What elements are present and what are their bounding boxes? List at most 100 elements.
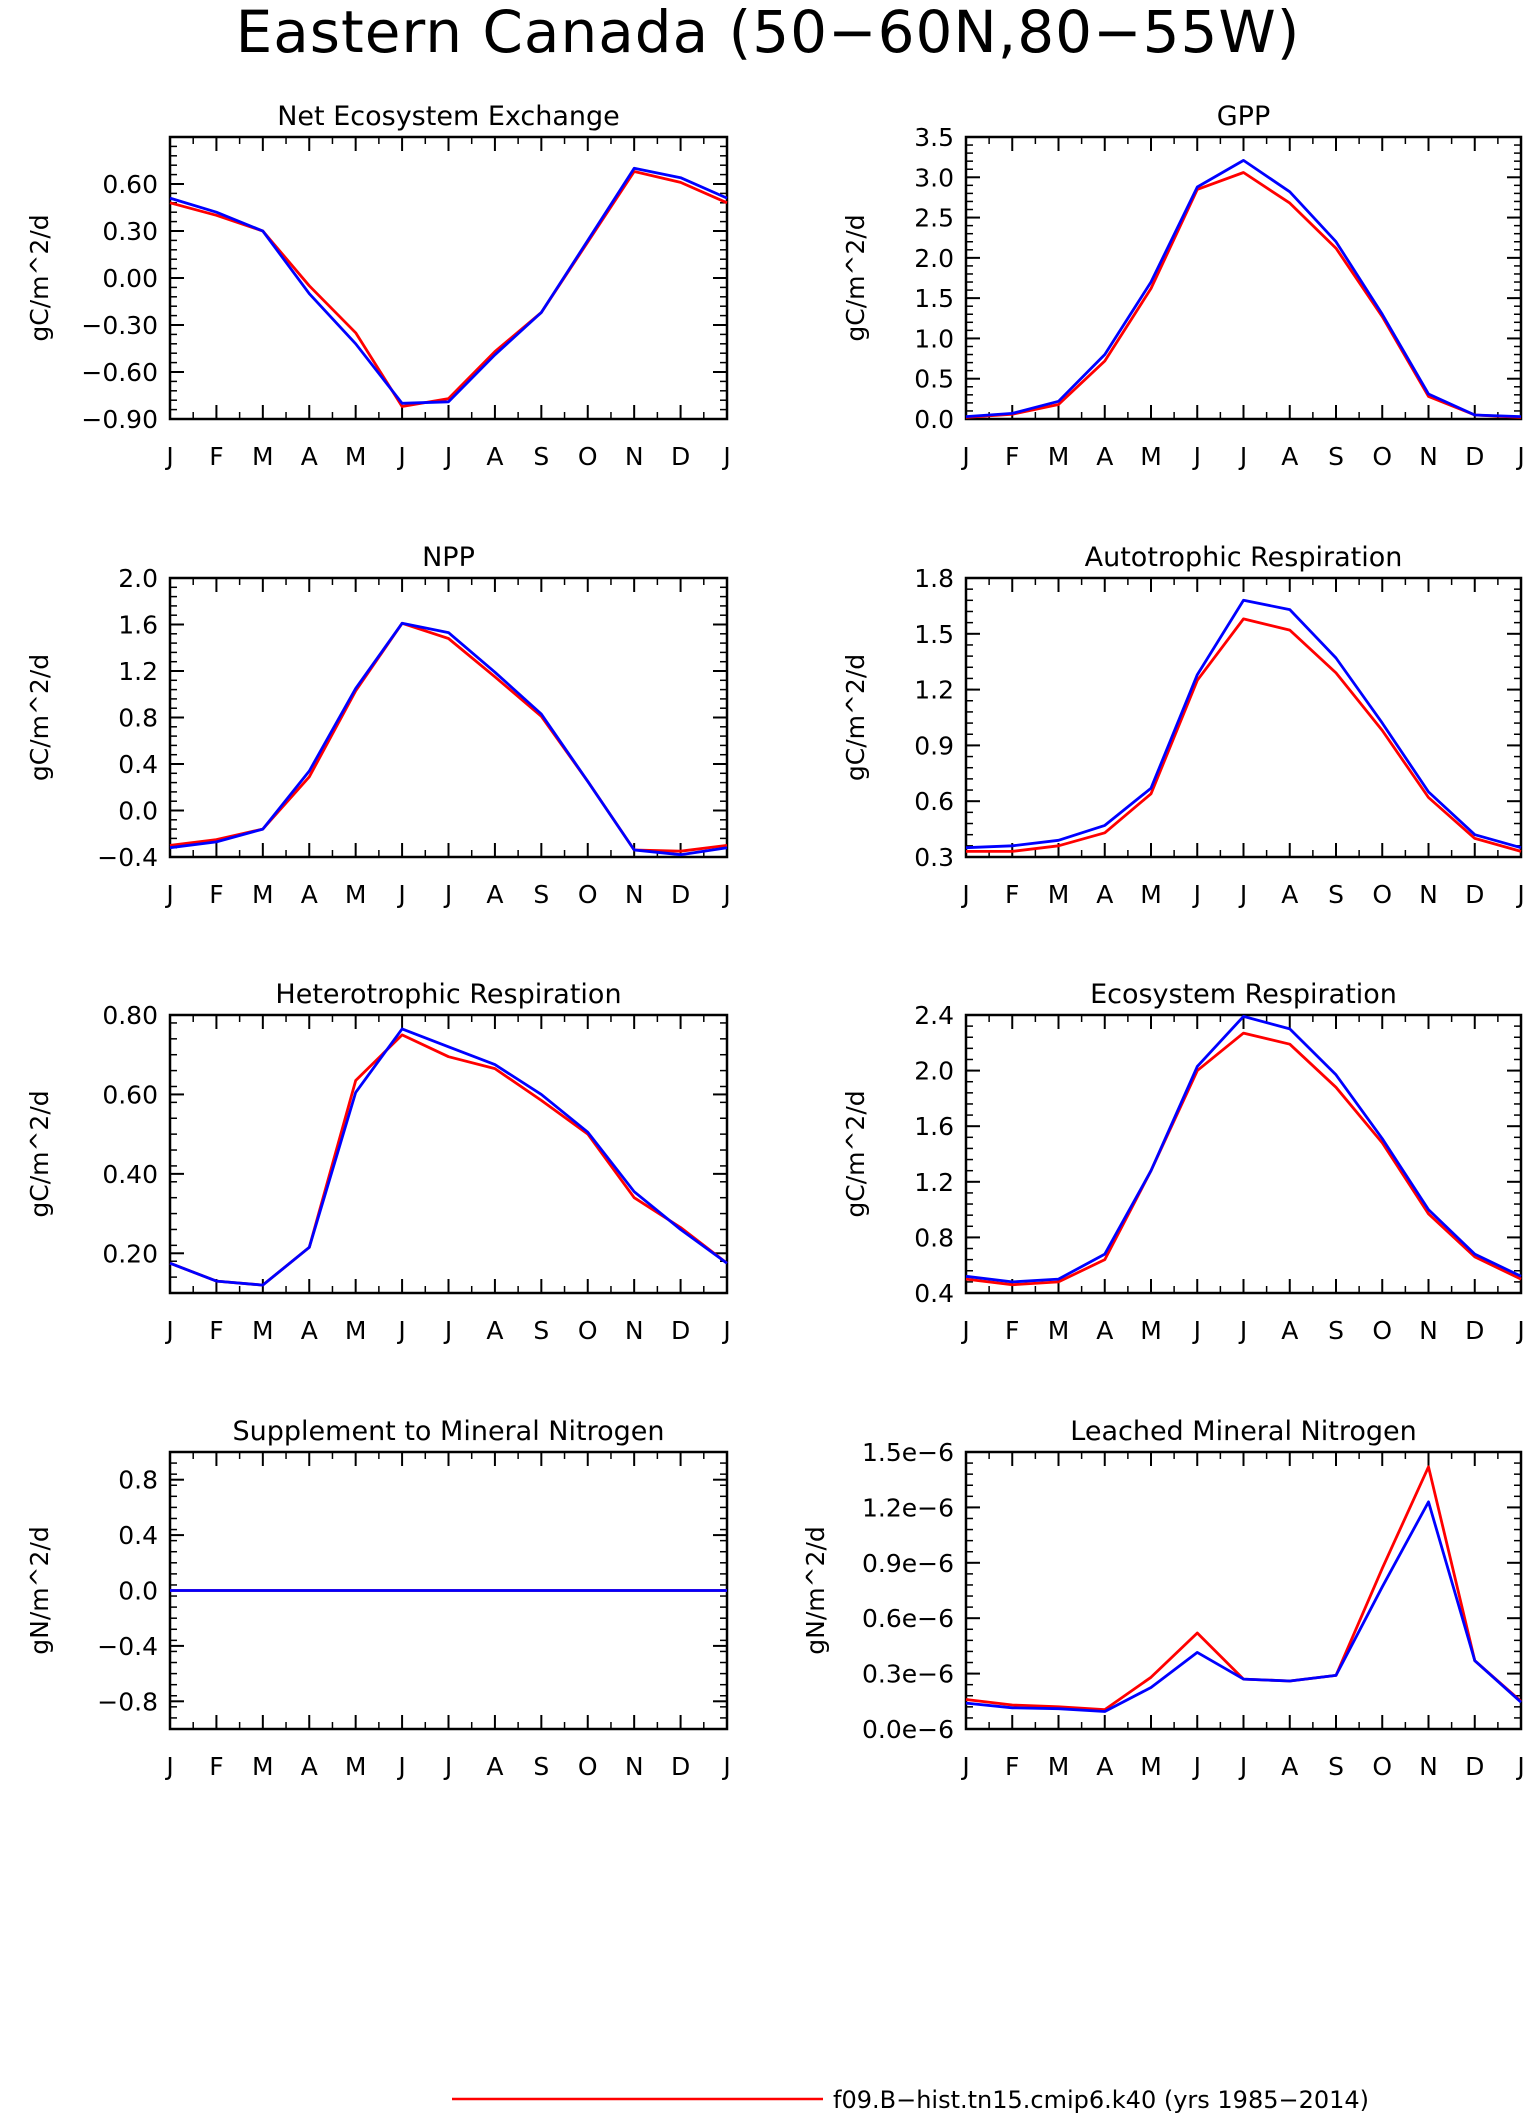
y-tick-label: 0.0e−6 [862, 1715, 954, 1744]
x-tick-label: S [1328, 442, 1344, 471]
series-line-blue [965, 158, 1522, 418]
x-tick-label: M [1140, 1752, 1162, 1781]
y-tick-label: −0.4 [97, 843, 158, 872]
y-tick-label: 1.2 [118, 657, 158, 686]
y-tick-label: 0.0 [914, 405, 954, 434]
x-tick-label: F [209, 880, 223, 909]
y-tick-label: 1.6 [914, 1112, 954, 1141]
y-tick-label: 0.60 [102, 1080, 158, 1109]
panel-title: GPP [1217, 101, 1271, 132]
x-tick-label: O [578, 1316, 598, 1345]
x-tick-label: J [1238, 1752, 1247, 1781]
x-tick-label: S [1328, 880, 1344, 909]
plot-frame [168, 576, 729, 859]
x-tick-label: A [486, 1316, 503, 1345]
x-tick-label: A [486, 1752, 503, 1781]
x-tick-label: M [1048, 442, 1070, 471]
y-tick-label: 0.80 [102, 1001, 158, 1030]
y-tick-label: 2.0 [914, 1057, 954, 1086]
y-tick-label: 0.20 [102, 1239, 158, 1268]
x-tick-label: D [1465, 442, 1484, 471]
y-tick-label: 2.0 [118, 564, 158, 593]
y-tick-label: 1.0 [914, 324, 954, 353]
x-tick-label: M [1140, 1316, 1162, 1345]
x-tick-label: O [1372, 1316, 1392, 1345]
y-tick-label: 0.4 [118, 750, 158, 779]
y-tick-label: 0.30 [102, 217, 158, 246]
x-tick-label: S [1328, 1752, 1344, 1781]
x-tick-label: O [578, 1752, 598, 1781]
x-tick-label: A [1096, 1752, 1113, 1781]
series-line-red [966, 617, 1522, 853]
y-axis-label: gN/m^2/d [801, 1526, 830, 1655]
panel-title: Net Ecosystem Exchange [277, 101, 620, 132]
x-tick-label: F [1005, 1752, 1019, 1781]
y-tick-label: −0.60 [81, 358, 158, 387]
plot-frame [168, 135, 729, 421]
x-tick-label: J [443, 442, 452, 471]
x-tick-label: D [1465, 880, 1484, 909]
y-axis-label: gC/m^2/d [25, 1090, 54, 1217]
panel-title: Autotrophic Respiration [1085, 542, 1403, 573]
x-tick-label: F [1005, 442, 1019, 471]
y-tick-label: 0.9 [914, 731, 954, 760]
y-tick-label: 1.2e−6 [862, 1493, 954, 1522]
y-tick-label: 0.5 [914, 365, 954, 394]
x-tick-label: N [1419, 880, 1438, 909]
x-tick-label: M [1048, 1316, 1070, 1345]
x-tick-label: J [164, 1752, 173, 1781]
y-tick-label: 0.0 [118, 797, 158, 826]
x-tick-label: N [625, 1316, 644, 1345]
y-tick-label: 1.2 [914, 1168, 954, 1197]
y-tick-label: 0.00 [102, 264, 158, 293]
x-tick-label: A [1281, 1752, 1298, 1781]
x-tick-label: O [578, 442, 598, 471]
x-tick-label: J [396, 1752, 405, 1781]
plot-frame [964, 1013, 1523, 1295]
x-tick-label: S [533, 880, 549, 909]
x-tick-label: M [252, 442, 274, 471]
x-tick-label: N [1419, 1752, 1438, 1781]
series-line-red [965, 1465, 1522, 1711]
y-tick-label: 1.6 [118, 611, 158, 640]
x-tick-label: M [252, 880, 274, 909]
x-tick-label: J [1515, 442, 1524, 471]
x-tick-label: S [533, 442, 549, 471]
y-axis-label: gN/m^2/d [25, 1526, 54, 1655]
x-tick-label: J [960, 1752, 969, 1781]
y-axis-label: gC/m^2/d [841, 214, 870, 341]
x-tick-label: A [301, 442, 318, 471]
x-tick-label: A [1096, 880, 1113, 909]
x-tick-label: M [252, 1752, 274, 1781]
x-tick-label: D [671, 880, 690, 909]
x-tick-label: J [721, 442, 730, 471]
y-tick-label: 0.8 [118, 1466, 158, 1495]
x-tick-label: M [345, 880, 367, 909]
y-tick-label: 3.5 [914, 123, 954, 152]
x-tick-label: A [301, 1316, 318, 1345]
legend-label: f09.B−hist.tn15.cmip6.k40 (yrs 1985−2014… [833, 2086, 1369, 2114]
y-tick-label: 0.8 [118, 704, 158, 733]
x-tick-label: S [533, 1752, 549, 1781]
x-tick-label: J [164, 1316, 173, 1345]
x-tick-label: D [671, 1316, 690, 1345]
plot-frame [964, 135, 1523, 421]
x-tick-label: F [209, 1752, 223, 1781]
series-line-blue [169, 166, 728, 405]
x-tick-label: N [625, 442, 644, 471]
x-tick-label: O [578, 880, 598, 909]
x-tick-label: J [960, 442, 969, 471]
x-tick-label: J [164, 880, 173, 909]
y-tick-label: 2.0 [914, 244, 954, 273]
series-line-red [169, 621, 728, 853]
x-tick-label: M [1048, 880, 1070, 909]
y-tick-label: 0.60 [102, 170, 158, 199]
x-tick-label: D [1465, 1316, 1484, 1345]
series-line-blue [965, 1500, 1522, 1713]
y-axis-label: gC/m^2/d [25, 654, 54, 781]
legend: f09.B−hist.tn15.cmip6.k40 (yrs 1985−2014… [452, 2086, 1369, 2114]
